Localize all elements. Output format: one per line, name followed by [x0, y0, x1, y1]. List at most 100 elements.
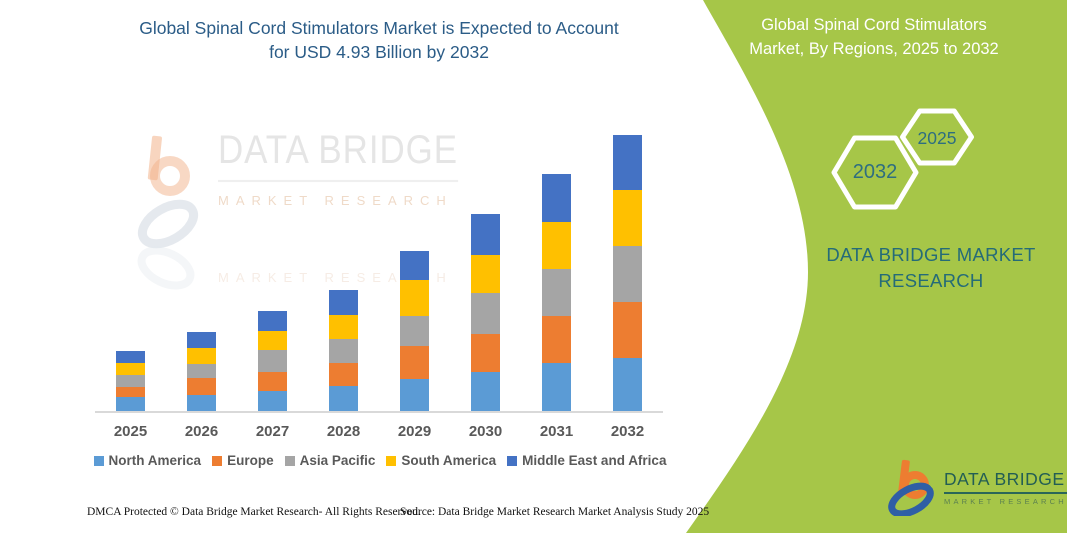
bar-column-2027 [237, 118, 308, 411]
dbmr-logo-sub: MARKET RESEARCH [944, 496, 1067, 506]
bar-segment-north-america [258, 390, 287, 411]
watermark-logo-icon [137, 135, 199, 290]
bar-segment-north-america [542, 362, 571, 411]
bar-segment-south-america [613, 189, 642, 247]
bar-segment-south-america [400, 280, 429, 316]
chart-title-line2: for USD 4.93 Billion by 2032 [269, 42, 489, 62]
bar-segment-europe [471, 333, 500, 372]
x-axis-label-2028: 2028 [326, 423, 361, 440]
dbmr-logo-brand: DATA BRIDGE [944, 469, 1067, 494]
hexagon-2025 [900, 108, 974, 166]
bar-column-2029 [379, 118, 450, 411]
legend-item-north-america: North America [93, 453, 202, 468]
bar-segment-asia-pacific [116, 374, 145, 387]
bar-segment-middle-east-and-africa [116, 350, 145, 364]
bar-segment-north-america [116, 397, 145, 411]
bar-segment-south-america [187, 348, 216, 365]
chart-title-line1: Global Spinal Cord Stimulators Market is… [139, 18, 619, 38]
bar-segment-middle-east-and-africa [258, 310, 287, 332]
legend-swatch [386, 455, 397, 466]
footer-dmca: DMCA Protected © Data Bridge Market Rese… [87, 506, 421, 518]
footer-source: Source: Data Bridge Market Research Mark… [400, 506, 710, 518]
bar-stack-2031 [542, 174, 571, 411]
bar-stack-2029 [400, 251, 429, 411]
legend-swatch [507, 455, 518, 466]
bar-segment-north-america [329, 386, 358, 411]
bar-segment-middle-east-and-africa [187, 331, 216, 349]
bar-segment-asia-pacific [400, 315, 429, 346]
hexagon-2032 [831, 135, 919, 210]
bar-column-2031 [521, 118, 592, 411]
bar-segment-middle-east-and-africa [613, 134, 642, 190]
bar-column-2030 [450, 118, 521, 411]
watermark-brand: DATA BRIDGE [218, 128, 458, 183]
bar-segment-europe [187, 378, 216, 395]
legend-swatch [93, 455, 104, 466]
hexagon-label-2032: 2032 [852, 161, 898, 183]
bar-segment-asia-pacific [258, 350, 287, 372]
dbmr-logo-icon [888, 459, 934, 516]
bar-segment-middle-east-and-africa [471, 214, 500, 256]
dbmr-logo: DATA BRIDGE MARKET RESEARCH [888, 458, 1067, 516]
bar-segment-asia-pacific [542, 269, 571, 316]
watermark-sub-reflection: MARKET RESEARCH [218, 270, 453, 285]
dbmr-logo-text: DATA BRIDGE MARKET RESEARCH [944, 469, 1067, 506]
bar-segment-middle-east-and-africa [542, 174, 571, 222]
x-axis-label-2031: 2031 [539, 423, 574, 440]
x-axis-label-2027: 2027 [255, 423, 290, 440]
brand-text: DATA BRIDGE MARKET RESEARCH [795, 242, 1067, 294]
bar-stack-2025 [116, 350, 145, 411]
legend-label: South America [401, 453, 497, 468]
x-axis-label-2032: 2032 [610, 423, 645, 440]
bar-stack-2030 [471, 214, 500, 411]
bar-segment-europe [116, 386, 145, 397]
bar-segment-europe [329, 362, 358, 387]
bar-segment-north-america [400, 378, 429, 411]
plot-area [95, 118, 663, 413]
watermark-sub: MARKET RESEARCH [218, 193, 453, 208]
bar-stack-2026 [187, 331, 216, 411]
x-axis-labels: 2025 2026 2027 2028 2029 2030 2031 2032 [95, 423, 663, 440]
chart-title: Global Spinal Cord Stimulators Market is… [50, 16, 708, 64]
bar-column-2028 [308, 118, 379, 411]
bar-stack-2028 [329, 290, 358, 411]
bar-segment-south-america [258, 331, 287, 351]
bar-segment-asia-pacific [613, 246, 642, 303]
legend-label: Europe [227, 453, 274, 468]
bar-segment-middle-east-and-africa [400, 251, 429, 281]
watermark-text: DATA BRIDGE MARKET RESEARCH MARKET RESEA… [218, 128, 479, 298]
right-panel-title: Global Spinal Cord Stimulators Market, B… [714, 14, 1034, 61]
bar-segment-asia-pacific [187, 364, 216, 379]
hexagons-graphic [831, 108, 974, 210]
bar-segment-south-america [542, 221, 571, 270]
legend: North America Europe Asia Pacific South Ame… [75, 453, 685, 468]
legend-item-south-america: South America [386, 453, 496, 468]
bar-segment-south-america [471, 255, 500, 294]
bar-stack-2027 [258, 310, 287, 411]
bar-segment-asia-pacific [471, 293, 500, 334]
legend-item-europe: Europe [212, 453, 274, 468]
legend-label: North America [108, 453, 202, 468]
brand-text-line2: RESEARCH [878, 270, 984, 291]
bar-segment-europe [400, 346, 429, 379]
legend-item-middle-east-and-africa: Middle East and Africa [507, 453, 666, 468]
bar-segment-north-america [187, 394, 216, 411]
bar-stack-2032 [613, 134, 642, 411]
x-axis-label-2026: 2026 [184, 423, 219, 440]
x-axis-label-2025: 2025 [113, 423, 148, 440]
right-panel-title-line1: Global Spinal Cord Stimulators [761, 16, 987, 34]
bar-column-2026 [166, 118, 237, 411]
bar-segment-europe [542, 315, 571, 363]
bar-segment-europe [613, 302, 642, 359]
legend-swatch [212, 455, 223, 466]
bar-segment-south-america [329, 314, 358, 339]
bar-column-2032 [592, 118, 663, 411]
x-axis-label-2030: 2030 [468, 423, 503, 440]
legend-label: Middle East and Africa [522, 453, 667, 468]
legend-label: Asia Pacific [299, 453, 376, 468]
bar-segment-middle-east-and-africa [329, 290, 358, 315]
bar-segment-europe [258, 371, 287, 391]
bar-segment-north-america [471, 371, 500, 411]
bar-segment-south-america [116, 363, 145, 375]
